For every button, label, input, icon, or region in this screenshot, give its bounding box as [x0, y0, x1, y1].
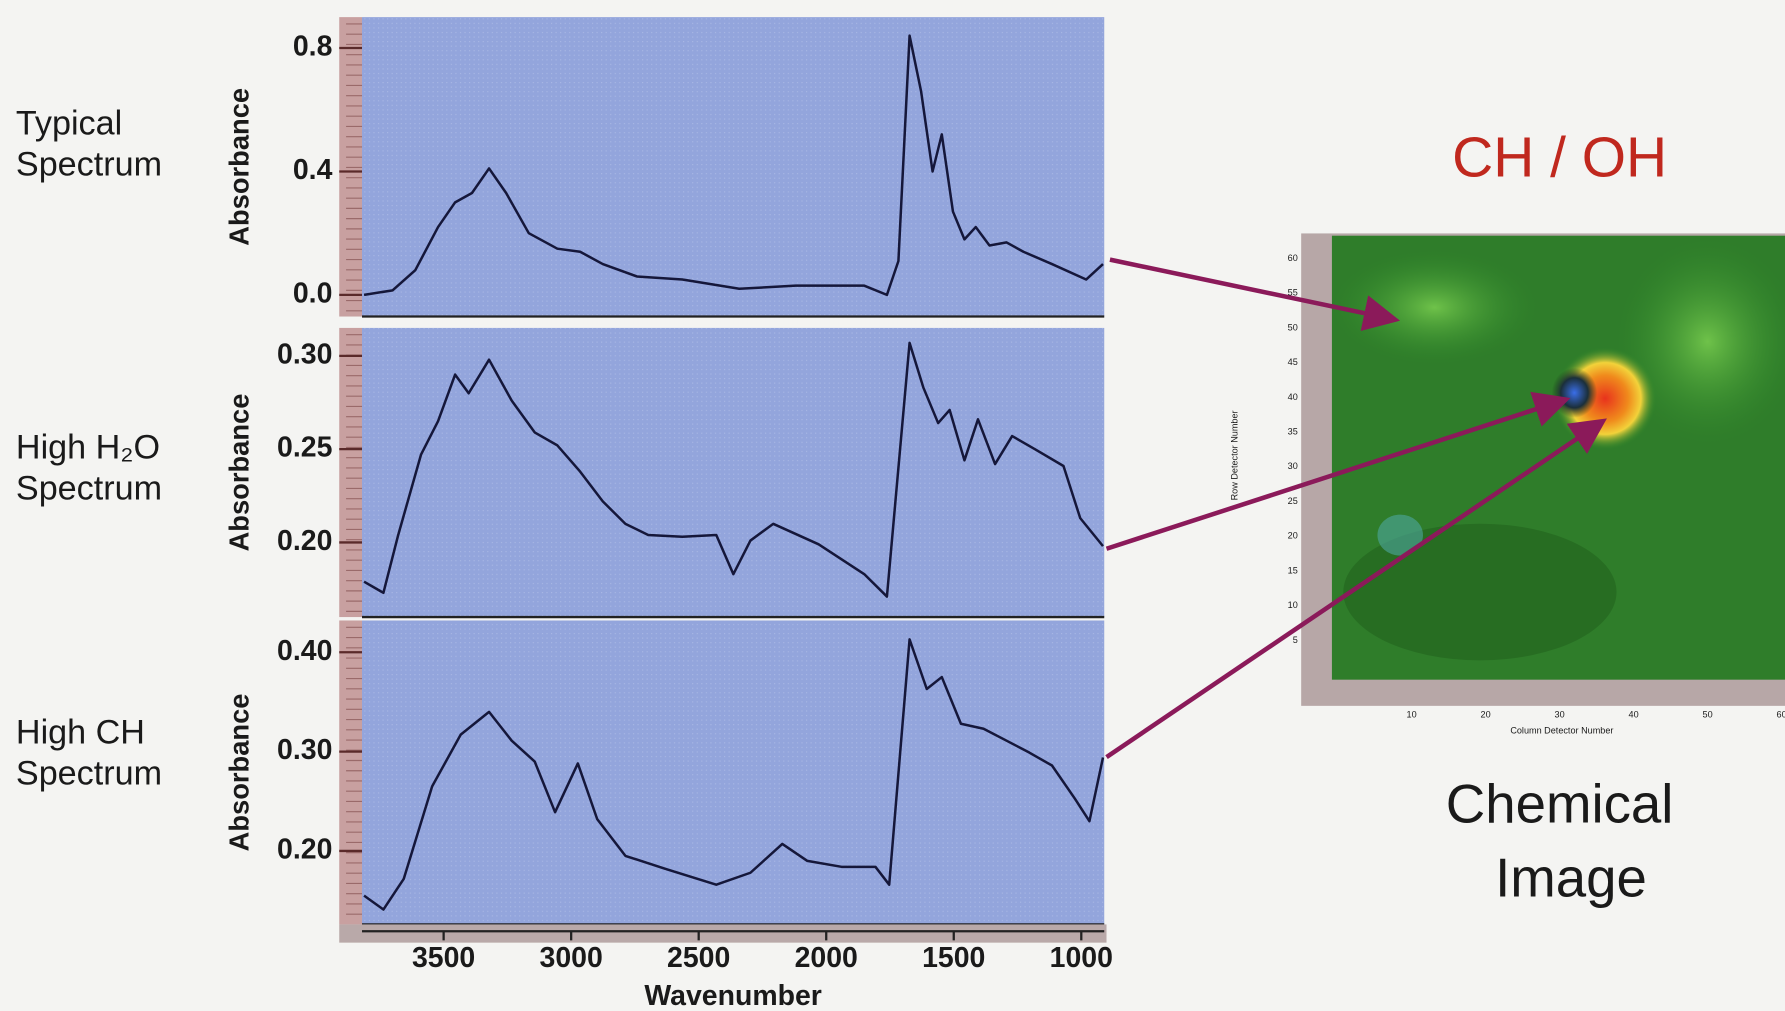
image-x-tick: 50: [1703, 709, 1713, 719]
image-y-tick: 35: [1288, 426, 1298, 436]
image-caption: Image: [1495, 848, 1647, 909]
y-axis-label: Absorbance: [224, 88, 255, 246]
x-tick-label: 1500: [922, 942, 985, 974]
x-axis-label: Wavenumber: [644, 980, 822, 1011]
y-tick-label: 0.30: [277, 734, 332, 766]
image-y-tick: 50: [1288, 322, 1298, 332]
image-x-tick: 60: [1777, 709, 1785, 719]
image-x-tick: 40: [1629, 709, 1639, 719]
image-y-tick: 10: [1288, 600, 1298, 610]
image-y-label: Row Detector Number: [1230, 410, 1240, 500]
x-tick-label: 2500: [667, 942, 730, 974]
image-y-tick: 40: [1288, 392, 1298, 402]
row-label: High CH: [16, 713, 145, 751]
image-y-tick: 60: [1288, 253, 1298, 263]
row-label: Spectrum: [16, 145, 162, 183]
image-y-tick: 15: [1288, 565, 1298, 575]
y-axis-label: Absorbance: [224, 394, 255, 552]
y-tick-label: 0.8: [293, 31, 333, 63]
image-x-label: Column Detector Number: [1510, 725, 1613, 735]
x-tick-label: 1000: [1050, 942, 1113, 974]
image-title: CH / OH: [1452, 126, 1667, 190]
x-tick-label: 2000: [795, 942, 858, 974]
y-tick-label: 0.30: [277, 338, 332, 370]
row-label: High H₂O: [16, 429, 160, 467]
ruler: [339, 328, 362, 617]
x-tick-label: 3000: [540, 942, 603, 974]
image-x-tick: 30: [1555, 709, 1565, 719]
image-y-tick: 55: [1288, 288, 1298, 298]
y-tick-label: 0.40: [277, 635, 332, 667]
image-y-tick: 25: [1288, 496, 1298, 506]
image-region: [1332, 251, 1537, 365]
x-axis-strip: [339, 924, 1106, 942]
x-tick-label: 3500: [412, 942, 475, 974]
image-caption: Chemical: [1446, 774, 1674, 835]
y-tick-label: 0.20: [277, 833, 332, 865]
image-y-tick: 30: [1288, 461, 1298, 471]
row-label: Spectrum: [16, 470, 162, 508]
image-y-tick: 20: [1288, 531, 1298, 541]
y-tick-label: 0.4: [293, 154, 333, 186]
image-coldspot: [1552, 368, 1598, 418]
row-label: Spectrum: [16, 754, 162, 792]
y-tick-label: 0.20: [277, 525, 332, 557]
y-tick-label: 0.0: [293, 277, 333, 309]
image-x-tick: 20: [1481, 709, 1491, 719]
y-axis-label: Absorbance: [224, 694, 255, 852]
figure: CH / OH Chemical Image Column Detector N…: [0, 0, 1785, 1011]
image-y-tick: 5: [1293, 635, 1298, 645]
plot-area: [362, 17, 1104, 316]
image-x-tick: 10: [1407, 709, 1417, 719]
image-y-tick: 45: [1288, 357, 1298, 367]
y-tick-label: 0.25: [277, 432, 333, 464]
ruler: [339, 620, 362, 924]
row-label: Typical: [16, 104, 122, 142]
